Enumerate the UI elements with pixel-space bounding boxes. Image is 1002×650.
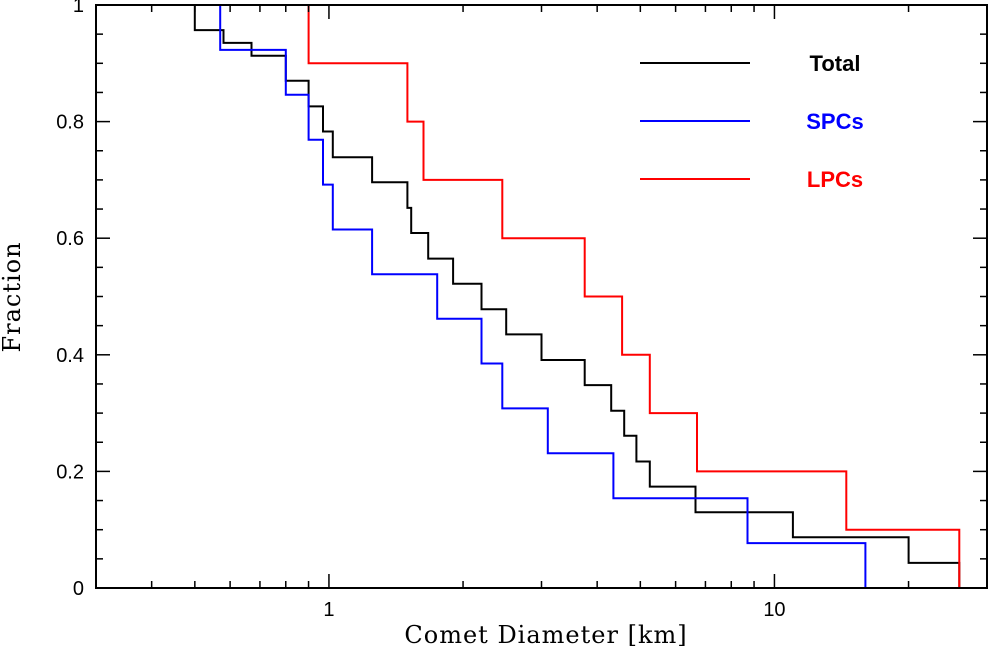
legend: Total SPCs LPCs xyxy=(640,51,864,192)
y-tick-label: 0 xyxy=(73,578,84,600)
series-layer xyxy=(96,4,961,588)
legend-label-spcs: SPCs xyxy=(806,109,863,134)
series-line-lpcs xyxy=(96,4,961,588)
ticks-layer: 0 0.2 0.4 0.6 0.8 1 1 10 xyxy=(56,0,988,621)
y-tick-label: 0.6 xyxy=(56,228,84,250)
y-tick-label: 0.8 xyxy=(56,112,84,134)
y-axis-title: Fraction xyxy=(0,241,26,352)
plot-frame xyxy=(95,4,988,589)
x-tick-label: 10 xyxy=(763,599,785,621)
x-tick-label: 1 xyxy=(323,599,334,621)
x-axis-title: Comet Diameter [km] xyxy=(404,621,687,649)
series-line-spcs xyxy=(96,4,867,588)
legend-label-total: Total xyxy=(810,51,861,76)
legend-label-lpcs: LPCs xyxy=(807,167,863,192)
series-line-total xyxy=(96,4,961,588)
y-tick-label: 0.4 xyxy=(56,345,84,367)
y-tick-label: 0.2 xyxy=(56,461,84,483)
y-tick-label: 1 xyxy=(73,0,84,17)
